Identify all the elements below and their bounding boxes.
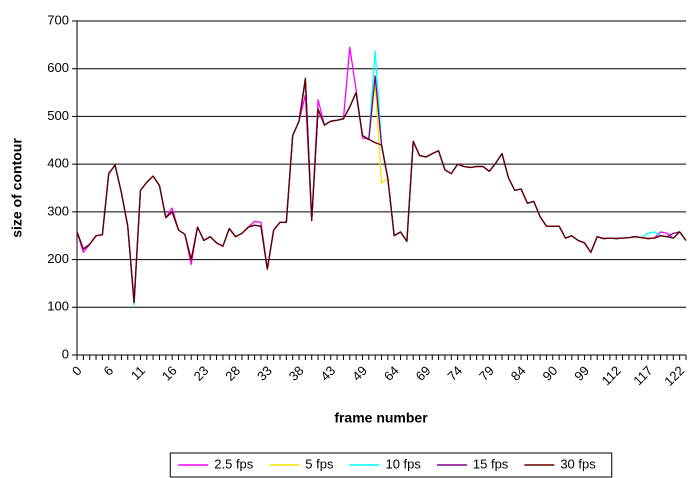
x-tick-label: 112 [599, 363, 624, 388]
x-tick-label: 69 [413, 363, 434, 384]
legend-label: 2.5 fps [214, 456, 254, 471]
x-tick-label: 0 [69, 363, 85, 379]
x-tick-label: 64 [381, 363, 402, 384]
x-tick-label: 79 [476, 363, 497, 384]
y-tick-label: 400 [47, 156, 69, 171]
legend-label: 5 fps [305, 456, 334, 471]
legend: 2.5 fps 5 fps 10 fps 15 fps 30 fps [169, 452, 613, 478]
x-tick-label: 122 [661, 363, 687, 389]
legend-label: 15 fps [473, 456, 509, 471]
y-tick-label: 500 [47, 108, 69, 123]
legend-label: 10 fps [385, 456, 421, 471]
y-tick-label: 100 [47, 299, 69, 314]
x-tick-label: 23 [191, 363, 212, 384]
x-tick-label: 43 [317, 363, 338, 384]
x-tick-label: 84 [508, 363, 529, 384]
x-tick-label: 38 [286, 363, 307, 384]
x-axis-title: frame number [334, 410, 428, 426]
y-tick-label: 600 [47, 60, 69, 75]
series-line [76, 77, 687, 304]
y-tick-label: 0 [62, 346, 69, 361]
x-tick-label: 99 [571, 363, 592, 384]
x-tick-label: 74 [444, 363, 465, 384]
y-tick-label: 200 [47, 251, 69, 266]
series-line [76, 77, 687, 304]
y-tick-label: 700 [47, 12, 69, 27]
x-tick-label: 33 [254, 363, 275, 384]
x-tick-label: 90 [539, 363, 560, 384]
x-tick-label: 11 [128, 363, 148, 383]
x-tick-label: 6 [101, 363, 117, 379]
y-tick-label: 300 [47, 203, 69, 218]
x-tick-label: 117 [630, 363, 655, 388]
x-tick-label: 28 [222, 363, 243, 384]
series-line [76, 75, 687, 304]
y-axis-title: size of contour [9, 138, 25, 238]
x-tick-label: 16 [159, 363, 180, 384]
legend-label: 30 fps [560, 456, 596, 471]
x-tick-label: 49 [349, 363, 370, 384]
